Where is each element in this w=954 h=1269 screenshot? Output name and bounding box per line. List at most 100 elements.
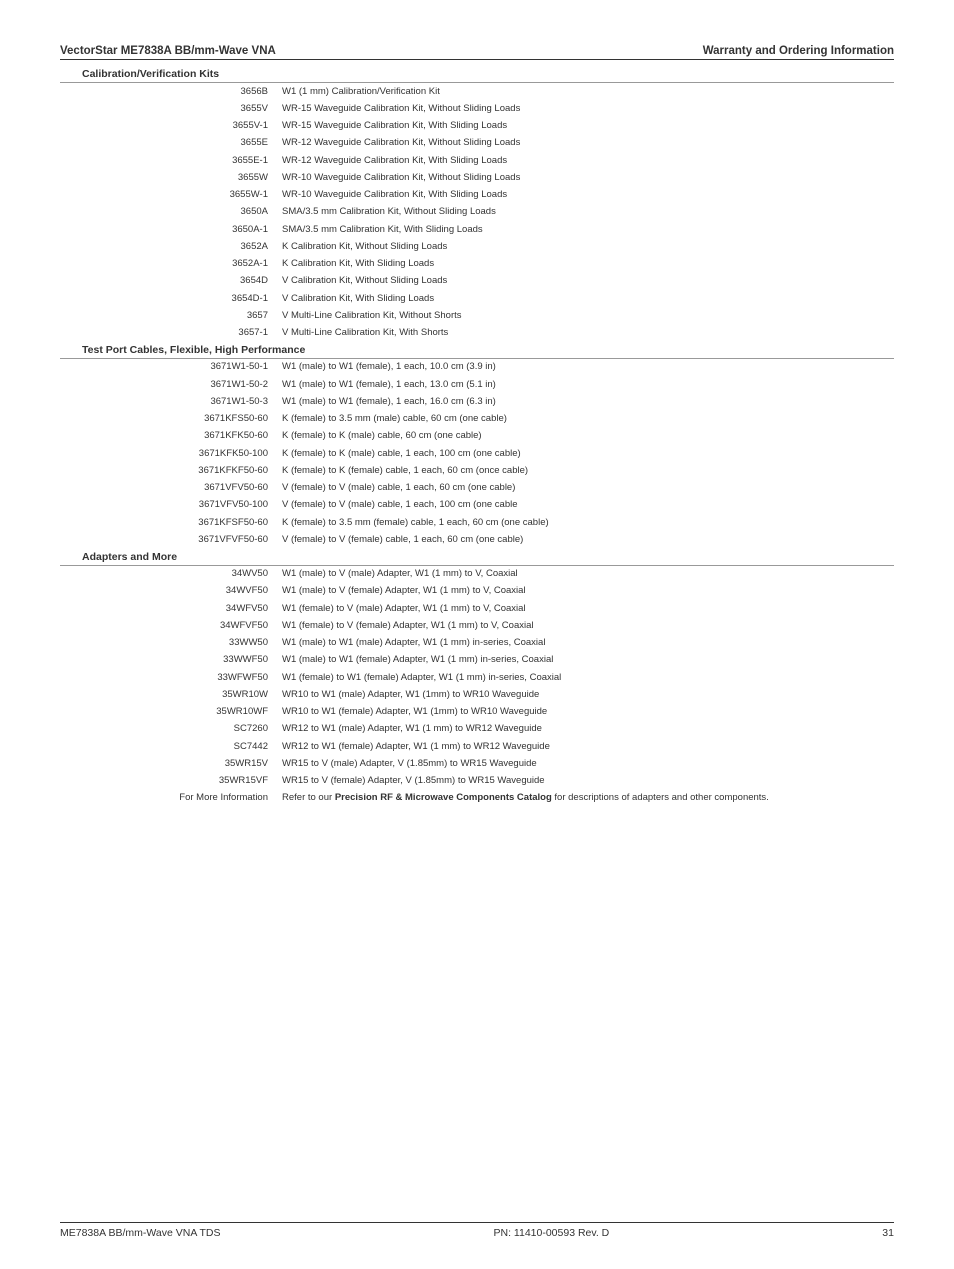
part-description: V (female) to V (male) cable, 1 each, 10… <box>282 498 894 512</box>
part-description: W1 (male) to V (female) Adapter, W1 (1 m… <box>282 584 894 598</box>
part-description: W1 (male) to W1 (female), 1 each, 13.0 c… <box>282 378 894 392</box>
part-description: K Calibration Kit, Without Sliding Loads <box>282 240 894 254</box>
data-row: 33WWF50W1 (male) to W1 (female) Adapter,… <box>60 652 894 669</box>
data-row: 3671KFS50-60K (female) to 3.5 mm (male) … <box>60 411 894 428</box>
part-description: WR12 to W1 (male) Adapter, W1 (1 mm) to … <box>282 722 894 736</box>
part-number: 3650A <box>60 205 282 219</box>
part-description: SMA/3.5 mm Calibration Kit, With Sliding… <box>282 223 894 237</box>
part-number: 35WR15V <box>60 757 282 771</box>
part-number: 3655V-1 <box>60 119 282 133</box>
sections-container: Calibration/Verification Kits3656BW1 (1 … <box>60 66 894 807</box>
part-number: 3655V <box>60 102 282 116</box>
data-row: 3671VFVF50-60V (female) to V (female) ca… <box>60 531 894 548</box>
footnote-text: Refer to our Precision RF & Microwave Co… <box>282 791 894 805</box>
data-row: 3655WWR-10 Waveguide Calibration Kit, Wi… <box>60 169 894 186</box>
part-number: 33WW50 <box>60 636 282 650</box>
part-number: 3654D <box>60 274 282 288</box>
data-row: 3654DV Calibration Kit, Without Sliding … <box>60 273 894 290</box>
data-row: 3657-1V Multi-Line Calibration Kit, With… <box>60 325 894 342</box>
data-row: 35WR15VWR15 to V (male) Adapter, V (1.85… <box>60 755 894 772</box>
data-row: 35WR15VFWR15 to V (female) Adapter, V (1… <box>60 773 894 790</box>
part-number: 3671VFV50-100 <box>60 498 282 512</box>
part-description: W1 (female) to V (female) Adapter, W1 (1… <box>282 619 894 633</box>
data-row: 34WFV50W1 (female) to V (male) Adapter, … <box>60 600 894 617</box>
footnote-suffix: for descriptions of adapters and other c… <box>552 792 769 803</box>
part-description: V Calibration Kit, With Sliding Loads <box>282 292 894 306</box>
part-description: K (female) to K (male) cable, 1 each, 10… <box>282 447 894 461</box>
part-number: 34WFVF50 <box>60 619 282 633</box>
part-number: 3671W1-50-1 <box>60 360 282 374</box>
part-description: W1 (male) to W1 (male) Adapter, W1 (1 mm… <box>282 636 894 650</box>
data-row: 3671W1-50-1W1 (male) to W1 (female), 1 e… <box>60 359 894 376</box>
part-description: W1 (male) to V (male) Adapter, W1 (1 mm)… <box>282 567 894 581</box>
section-title: Adapters and More <box>60 549 894 566</box>
part-description: WR10 to W1 (male) Adapter, W1 (1mm) to W… <box>282 688 894 702</box>
part-description: W1 (female) to W1 (female) Adapter, W1 (… <box>282 671 894 685</box>
page-footer: ME7838A BB/mm-Wave VNA TDS PN: 11410-005… <box>60 1222 894 1239</box>
section-title: Test Port Cables, Flexible, High Perform… <box>60 342 894 359</box>
data-row: 3671KFSF50-60K (female) to 3.5 mm (femal… <box>60 514 894 531</box>
data-row: 3671VFV50-60V (female) to V (male) cable… <box>60 480 894 497</box>
part-number: 3671W1-50-2 <box>60 378 282 392</box>
part-number: 3652A <box>60 240 282 254</box>
data-row: 3650A-1SMA/3.5 mm Calibration Kit, With … <box>60 221 894 238</box>
data-row: 3656BW1 (1 mm) Calibration/Verification … <box>60 83 894 100</box>
data-row: 3655EWR-12 Waveguide Calibration Kit, Wi… <box>60 135 894 152</box>
part-description: W1 (male) to W1 (female), 1 each, 16.0 c… <box>282 395 894 409</box>
data-row: 35WR10WWR10 to W1 (male) Adapter, W1 (1m… <box>60 686 894 703</box>
part-number: 3654D-1 <box>60 292 282 306</box>
part-description: V Multi-Line Calibration Kit, Without Sh… <box>282 309 894 323</box>
part-number: 3655W <box>60 171 282 185</box>
part-number: SC7260 <box>60 722 282 736</box>
part-description: K Calibration Kit, With Sliding Loads <box>282 257 894 271</box>
data-row: 3650ASMA/3.5 mm Calibration Kit, Without… <box>60 204 894 221</box>
header-right: Warranty and Ordering Information <box>703 45 894 57</box>
part-number: 34WVF50 <box>60 584 282 598</box>
data-row: 3657V Multi-Line Calibration Kit, Withou… <box>60 307 894 324</box>
part-number: 3671KFSF50-60 <box>60 516 282 530</box>
part-description: K (female) to K (male) cable, 60 cm (one… <box>282 429 894 443</box>
data-row: 3652A-1K Calibration Kit, With Sliding L… <box>60 256 894 273</box>
page: VectorStar ME7838A BB/mm-Wave VNA Warran… <box>0 0 954 1269</box>
part-description: WR10 to W1 (female) Adapter, W1 (1mm) to… <box>282 705 894 719</box>
part-description: V (female) to V (male) cable, 1 each, 60… <box>282 481 894 495</box>
part-number: 35WR10W <box>60 688 282 702</box>
page-header: VectorStar ME7838A BB/mm-Wave VNA Warran… <box>60 45 894 60</box>
part-description: V Multi-Line Calibration Kit, With Short… <box>282 326 894 340</box>
part-description: WR-12 Waveguide Calibration Kit, Without… <box>282 136 894 150</box>
part-description: WR-10 Waveguide Calibration Kit, With Sl… <box>282 188 894 202</box>
part-description: W1 (male) to W1 (female), 1 each, 10.0 c… <box>282 360 894 374</box>
part-description: W1 (female) to V (male) Adapter, W1 (1 m… <box>282 602 894 616</box>
data-row: 3652AK Calibration Kit, Without Sliding … <box>60 238 894 255</box>
data-row: 34WFVF50W1 (female) to V (female) Adapte… <box>60 617 894 634</box>
part-description: WR-15 Waveguide Calibration Kit, With Sl… <box>282 119 894 133</box>
data-row: SC7260WR12 to W1 (male) Adapter, W1 (1 m… <box>60 721 894 738</box>
part-number: 34WFV50 <box>60 602 282 616</box>
part-number: 34WV50 <box>60 567 282 581</box>
data-row: 3655VWR-15 Waveguide Calibration Kit, Wi… <box>60 100 894 117</box>
part-number: 3671KFK50-60 <box>60 429 282 443</box>
part-description: WR15 to V (female) Adapter, V (1.85mm) t… <box>282 774 894 788</box>
part-number: SC7442 <box>60 740 282 754</box>
data-row: 3655V-1WR-15 Waveguide Calibration Kit, … <box>60 118 894 135</box>
part-number: 3671VFV50-60 <box>60 481 282 495</box>
part-number: 3650A-1 <box>60 223 282 237</box>
footer-right: 31 <box>882 1227 894 1239</box>
data-row: 3671KFK50-60K (female) to K (male) cable… <box>60 428 894 445</box>
part-number: 3655W-1 <box>60 188 282 202</box>
footer-center: PN: 11410-00593 Rev. D <box>494 1227 610 1239</box>
part-description: WR-15 Waveguide Calibration Kit, Without… <box>282 102 894 116</box>
data-row: 3671VFV50-100V (female) to V (male) cabl… <box>60 497 894 514</box>
part-description: WR15 to V (male) Adapter, V (1.85mm) to … <box>282 757 894 771</box>
part-number: 3671W1-50-3 <box>60 395 282 409</box>
data-row: 3671KFK50-100K (female) to K (male) cabl… <box>60 445 894 462</box>
part-description: V Calibration Kit, Without Sliding Loads <box>282 274 894 288</box>
section-title: Calibration/Verification Kits <box>60 66 894 83</box>
part-number: 3652A-1 <box>60 257 282 271</box>
part-description: K (female) to 3.5 mm (male) cable, 60 cm… <box>282 412 894 426</box>
header-left: VectorStar ME7838A BB/mm-Wave VNA <box>60 45 276 57</box>
data-row: 3671W1-50-3W1 (male) to W1 (female), 1 e… <box>60 393 894 410</box>
part-number: 3671VFVF50-60 <box>60 533 282 547</box>
footnote-prefix: Refer to our <box>282 792 335 803</box>
footnote-row: For More InformationRefer to our Precisi… <box>60 790 894 807</box>
